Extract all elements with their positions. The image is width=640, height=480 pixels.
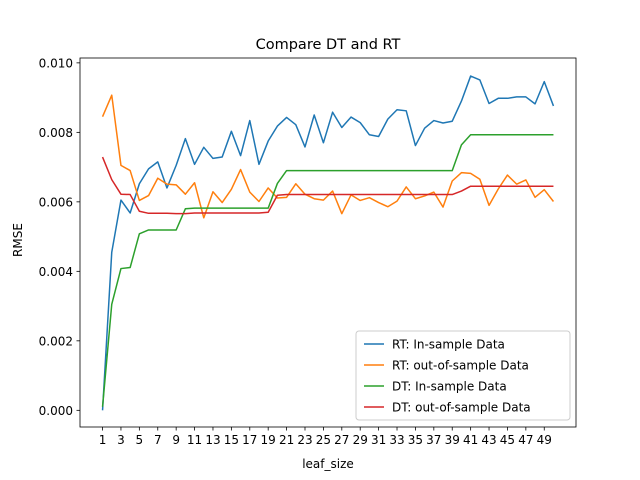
x-tick-label: 39 (445, 433, 460, 447)
series-line-4 (101, 156, 554, 215)
legend-label-1: RT: In-sample Data (392, 338, 505, 352)
x-tick-label: 5 (136, 433, 144, 447)
x-tick-label: 31 (371, 433, 386, 447)
x-tick-label: 17 (242, 433, 257, 447)
x-tick-label: 29 (353, 433, 368, 447)
legend-label-4: DT: out-of-sample Data (392, 401, 531, 415)
x-tick-label: 21 (279, 433, 294, 447)
x-tick-label: 43 (481, 433, 496, 447)
y-tick-label: 0.010 (39, 56, 73, 70)
x-tick-label: 23 (297, 433, 312, 447)
legend: RT: In-sample Data RT: out-of-sample Data… (355, 330, 571, 421)
x-tick-label: 47 (518, 433, 533, 447)
x-tick-label: 1 (99, 433, 107, 447)
y-tick-label: 0.000 (39, 404, 73, 418)
series-layer (101, 75, 555, 411)
y-tick-label: 0.006 (39, 195, 73, 209)
plot-frame (79, 57, 577, 428)
y-tick-label: 0.002 (39, 334, 73, 348)
series-line-1 (101, 75, 555, 411)
x-tick-label: 7 (154, 433, 162, 447)
axes-layer: 1 3 5 7 9 11 13 15 17 19 21 23 25 27 29 31 33 35 37 39 41 43 4… (39, 56, 577, 447)
x-tick-label: 35 (408, 433, 423, 447)
x-tick-label: 37 (426, 433, 441, 447)
series-line-2 (101, 94, 555, 219)
legend-label-3: DT: In-sample Data (392, 380, 507, 394)
x-tick-label: 45 (500, 433, 515, 447)
x-tick-label: 41 (463, 433, 478, 447)
y-tick-label: 0.004 (39, 265, 73, 279)
x-tick-label: 13 (205, 433, 220, 447)
x-tick-label: 19 (261, 433, 276, 447)
x-axis-title: leaf_size (302, 457, 354, 471)
y-tick-label: 0.008 (39, 126, 73, 140)
x-tick-label: 33 (389, 433, 404, 447)
y-axis-title: RMSE (11, 223, 25, 257)
x-tick-label: 9 (172, 433, 180, 447)
x-tick-label: 49 (537, 433, 552, 447)
legend-label-2: RT: out-of-sample Data (392, 359, 529, 373)
x-tick-label: 3 (117, 433, 125, 447)
x-tick-label: 25 (316, 433, 331, 447)
x-tick-label: 11 (187, 433, 202, 447)
series-line-3 (101, 134, 554, 407)
legend-box (355, 330, 571, 421)
x-tick-label: 27 (334, 433, 349, 447)
x-tick-label: 15 (224, 433, 239, 447)
chart-title: Compare DT and RT (256, 37, 401, 53)
